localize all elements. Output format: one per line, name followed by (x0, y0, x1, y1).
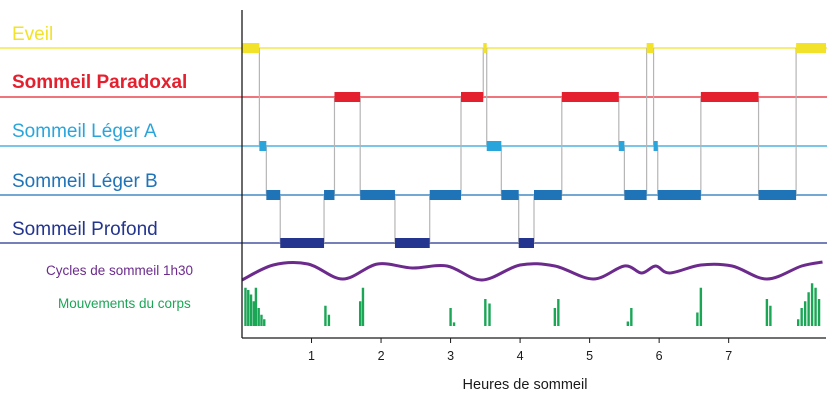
x-tick-label-3: 3 (447, 349, 454, 363)
cycles-label: Cycles de sommeil 1h30 (46, 263, 193, 278)
segment-17-leger_b (624, 190, 647, 200)
segment-3-profond (280, 238, 325, 248)
segment-1-leger_a (259, 141, 267, 151)
segment-5-paradoxal (334, 92, 361, 102)
axes: 1 2 3 4 5 6 7 Heures de sommeil (241, 10, 826, 393)
movement-bar-21 (699, 287, 703, 326)
movement-bar-24 (796, 319, 800, 326)
segment-14-leger_b (534, 190, 562, 200)
x-axis-title: Heures de sommeil (463, 377, 588, 393)
segment-9-paradoxal (461, 92, 484, 102)
x-tick-label-7: 7 (725, 349, 732, 363)
movement-bar-27 (807, 292, 810, 326)
movement-bar-10 (358, 301, 362, 326)
movement-bar-9 (327, 314, 331, 326)
segment-12-leger_b (501, 190, 519, 200)
movement-bar-19 (630, 308, 633, 326)
stage-label-leger_b: Sommeil Léger B (12, 171, 158, 192)
stage-segments (242, 43, 826, 248)
x-tick-label-6: 6 (656, 349, 663, 363)
segment-2-leger_b (266, 190, 281, 200)
stage-label-eveil: Eveil (12, 24, 53, 45)
stage-label-profond: Sommeil Profond (12, 219, 158, 240)
stage-label-leger_a: Sommeil Léger A (12, 121, 157, 142)
movement-bar-7 (263, 319, 266, 326)
movement-bar-11 (361, 287, 365, 326)
segment-7-profond (394, 238, 430, 248)
cycle-curve (241, 260, 823, 282)
movement-bar-13 (452, 322, 456, 326)
movement-bar-25 (800, 308, 803, 326)
stage-label-paradoxal: Sommeil Paradoxal (12, 72, 187, 93)
segment-6-leger_b (360, 190, 395, 200)
segment-13-profond (518, 238, 534, 248)
x-tick-label-2: 2 (378, 349, 385, 363)
segment-21-paradoxal (700, 92, 759, 102)
segment-20-leger_b (657, 190, 701, 200)
movement-bar-17 (557, 299, 560, 326)
segment-23-eveil (796, 43, 826, 53)
movement-bar-14 (484, 299, 487, 326)
segment-11-leger_a (486, 141, 502, 151)
movement-bar-18 (626, 321, 630, 326)
movement-bar-16 (553, 308, 557, 326)
segment-15-paradoxal (561, 92, 619, 102)
x-tick-label-4: 4 (517, 349, 524, 363)
segment-16-leger_a (618, 141, 625, 151)
x-tick-label-5: 5 (586, 349, 593, 363)
movement-bar-12 (449, 308, 452, 326)
stage-transitions (258, 48, 797, 243)
movement-bar-20 (696, 312, 699, 326)
sleep-cycles: Cycles de sommeil 1h30 (46, 260, 823, 282)
stage-labels: Eveil Sommeil Paradoxal Sommeil Léger A Som… (12, 24, 187, 240)
x-tick-label-1: 1 (308, 349, 315, 363)
movement-bar-22 (765, 299, 769, 326)
movement-bar-26 (803, 301, 807, 326)
movement-bar-1 (247, 290, 250, 326)
movement-bar-28 (810, 283, 814, 326)
movement-bar-4 (254, 287, 258, 326)
movements-label: Mouvements du corps (58, 296, 191, 311)
segment-4-leger_b (324, 190, 335, 200)
movement-bar-15 (488, 303, 491, 326)
segment-0-eveil (242, 43, 260, 53)
segment-10-eveil (483, 43, 487, 53)
segment-19-leger_a (653, 141, 658, 151)
segment-18-eveil (646, 43, 654, 53)
movement-bar-6 (260, 314, 263, 326)
movement-bar-0 (244, 287, 247, 326)
segment-8-leger_b (429, 190, 461, 200)
segment-22-leger_b (758, 190, 797, 200)
movement-bar-2 (249, 294, 253, 326)
movement-bar-29 (814, 287, 817, 326)
movement-bar-3 (252, 301, 256, 326)
movement-bar-30 (817, 299, 821, 326)
movement-bar-5 (257, 308, 260, 326)
movement-bar-8 (324, 305, 327, 326)
movement-bar-23 (769, 305, 772, 326)
body-movements: Mouvements du corps (58, 283, 821, 326)
